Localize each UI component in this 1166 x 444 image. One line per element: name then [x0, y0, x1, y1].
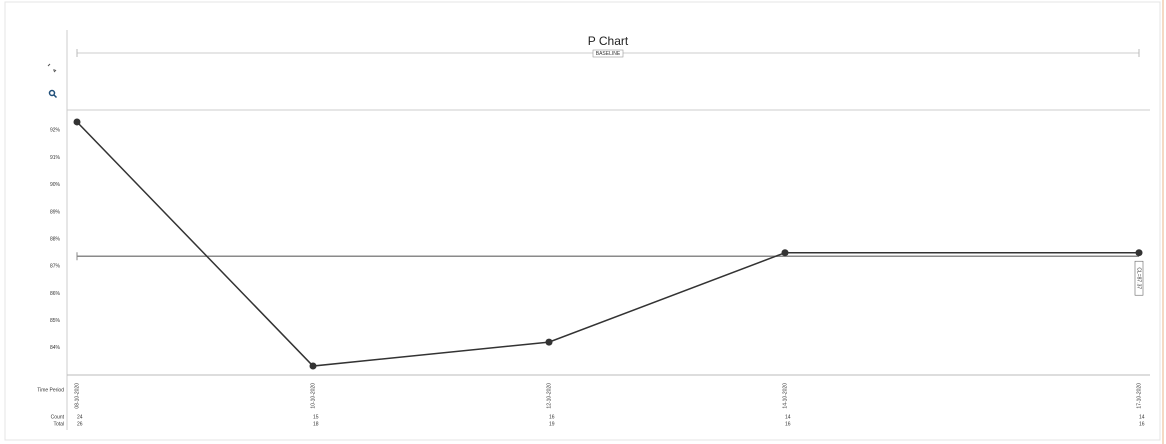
row-label: Time Period — [37, 387, 64, 393]
count-value: 14 — [1139, 414, 1145, 420]
data-point — [309, 362, 317, 370]
x-tick-label: 14-10-2020 — [782, 383, 788, 409]
frame — [4, 1, 1161, 441]
data-point — [781, 249, 789, 257]
data-point — [73, 118, 81, 126]
resize-icon[interactable] — [47, 63, 57, 73]
count-value: 24 — [77, 414, 83, 420]
baseline-tag — [592, 49, 624, 58]
y-tick-label: 92% — [50, 128, 61, 134]
data-point — [545, 338, 553, 346]
subtitle: BASELINE — [596, 51, 621, 57]
center-line-tag — [1134, 260, 1144, 296]
y-tick-label: 84% — [50, 345, 61, 351]
center-line-text: CL=87.37 — [1136, 267, 1142, 289]
chart-title: P Chart — [588, 34, 629, 48]
total-value: 18 — [313, 421, 319, 427]
y-tick-label: 88% — [50, 236, 61, 242]
x-tick-label: 12-10-2020 — [546, 383, 552, 409]
y-tick-label: 85% — [50, 318, 61, 324]
total-value: 19 — [549, 421, 555, 427]
y-tick-label: 91% — [50, 155, 61, 161]
x-tick-label: 08-10-2020 — [74, 383, 80, 409]
row-label: Count — [51, 414, 65, 420]
zoom-icon[interactable] — [48, 89, 58, 99]
y-tick-label: 86% — [50, 291, 61, 297]
y-tick-label: 87% — [50, 264, 61, 270]
total-value: 16 — [1139, 421, 1145, 427]
count-value: 15 — [313, 414, 319, 420]
center-line-label: CL=87.37 — [1134, 260, 1144, 296]
total-value: 26 — [77, 421, 83, 427]
count-value: 14 — [785, 414, 791, 420]
data-point — [1135, 249, 1143, 257]
x-tick-label: 17-10-2020 — [1136, 383, 1142, 409]
row-label: Total — [53, 421, 64, 427]
total-value: 16 — [785, 421, 791, 427]
y-tick-label: 90% — [50, 182, 61, 188]
count-value: 16 — [549, 414, 555, 420]
y-tick-label: 89% — [50, 209, 61, 215]
x-tick-label: 10-10-2020 — [310, 383, 316, 409]
